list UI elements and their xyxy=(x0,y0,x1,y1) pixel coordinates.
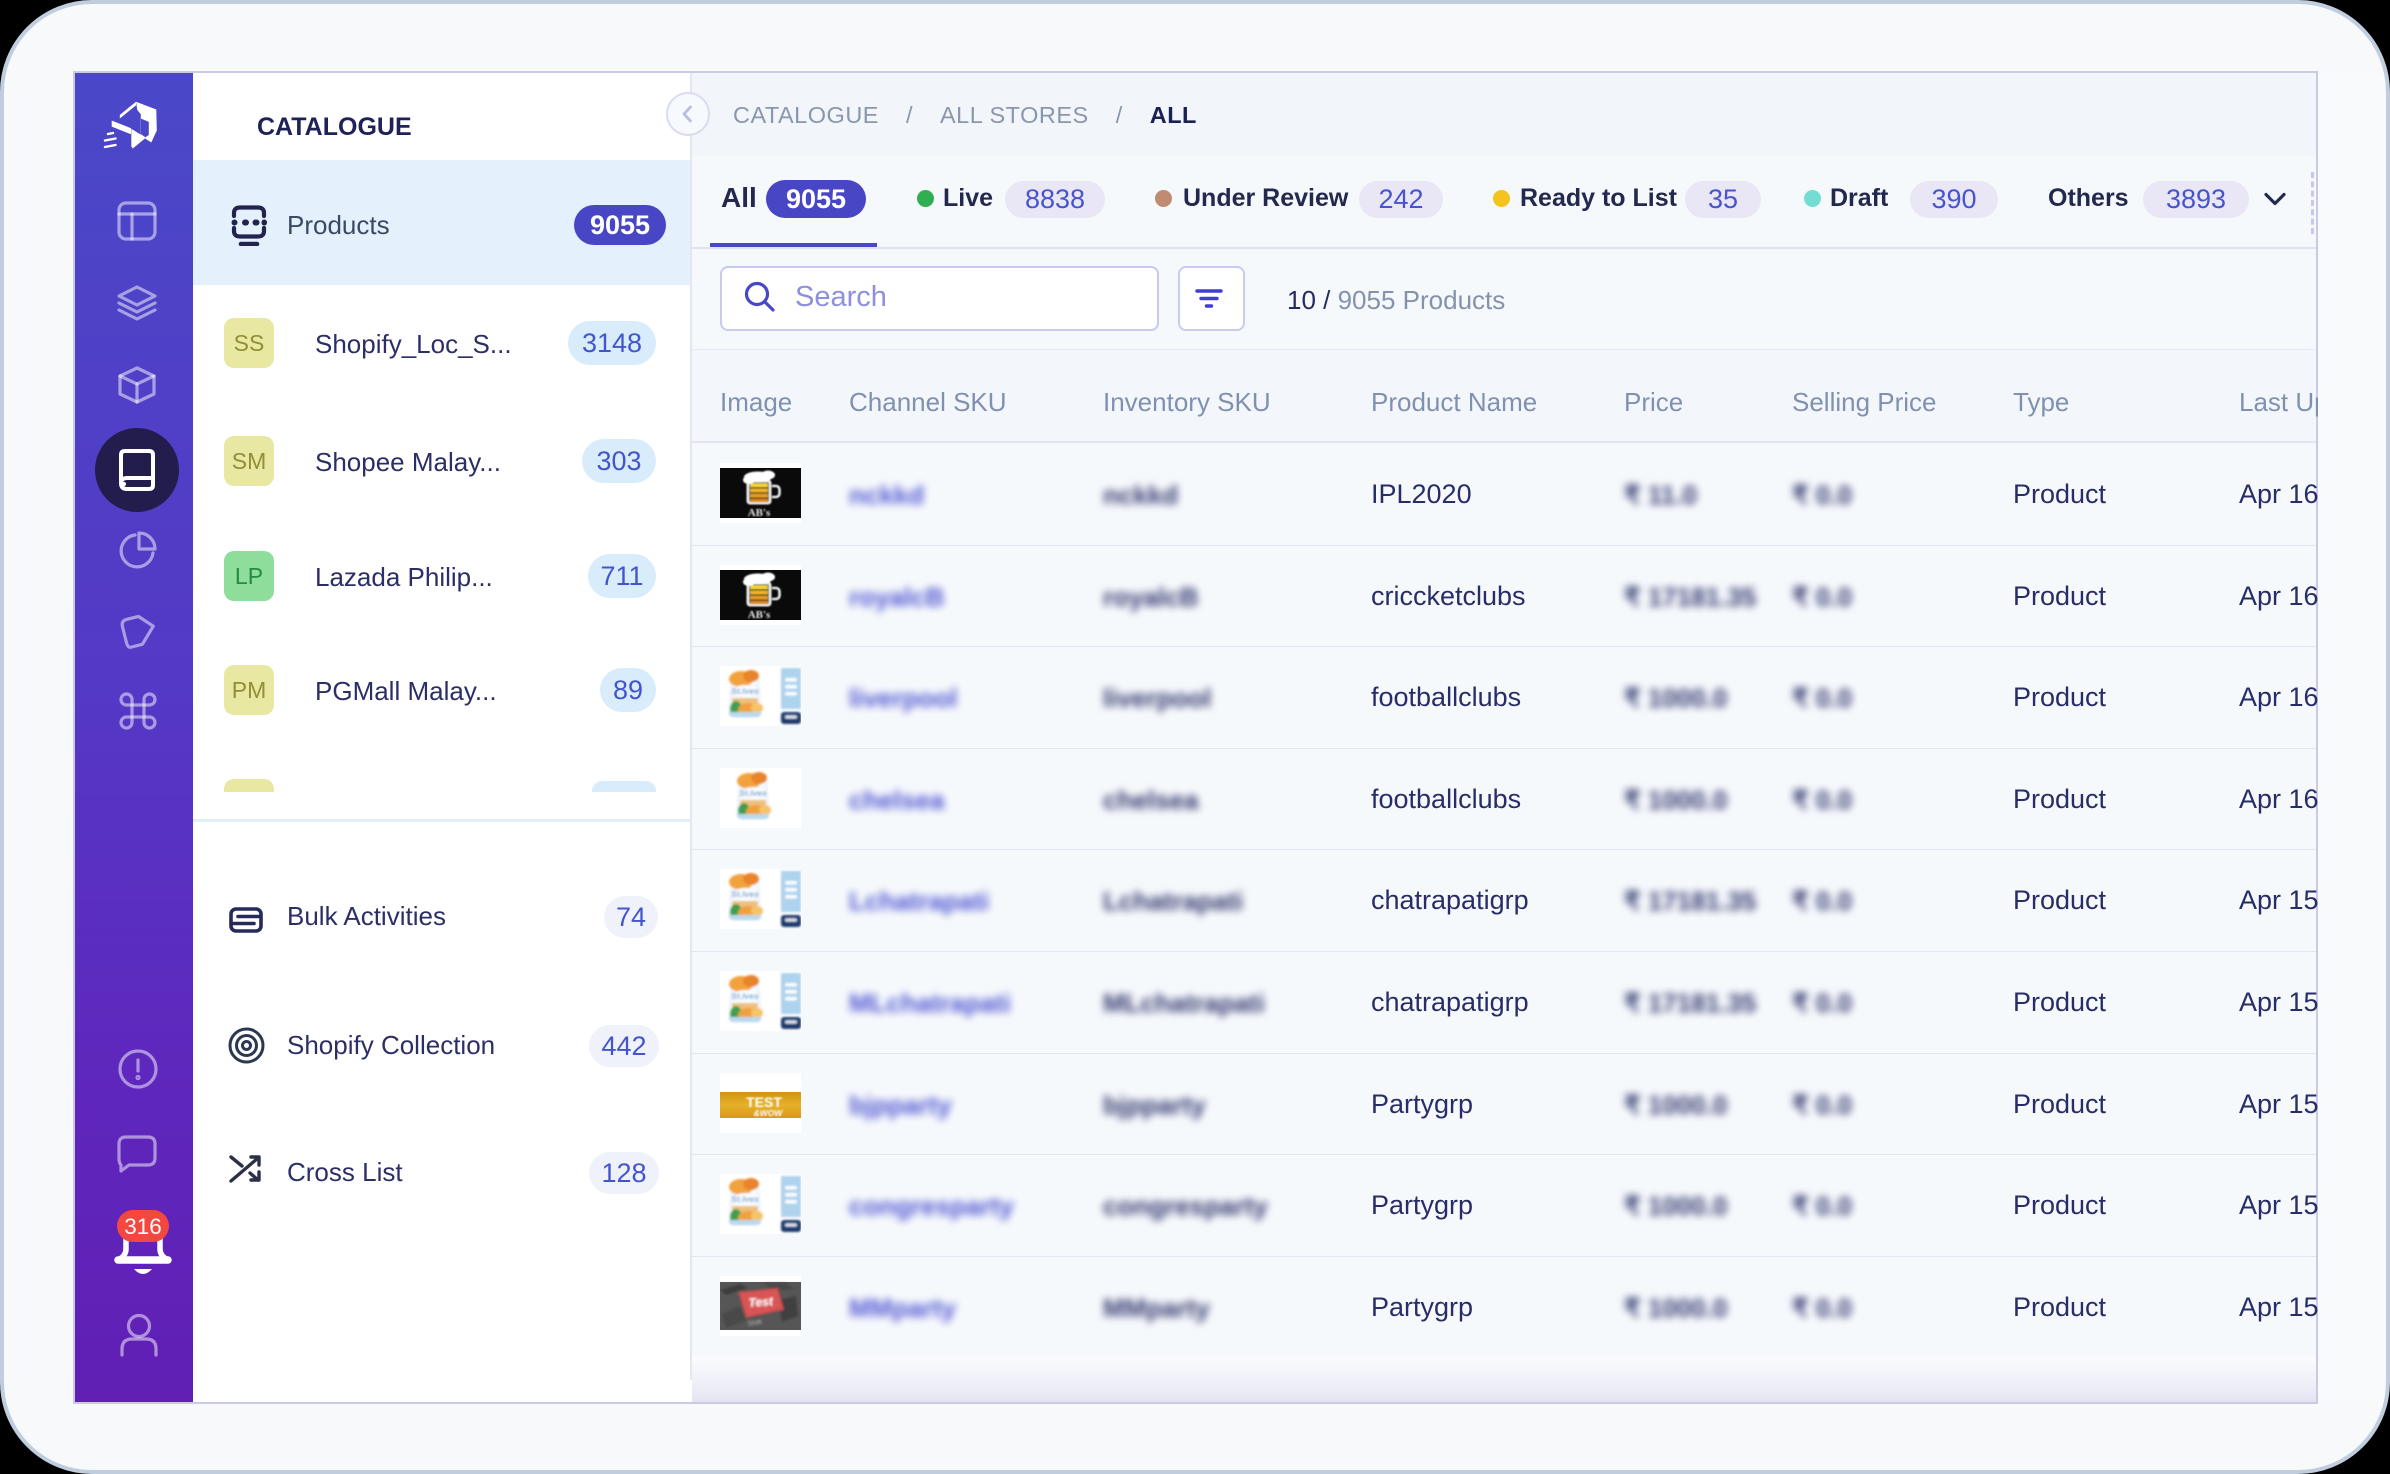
svg-text:St.Ives: St.Ives xyxy=(731,991,759,1001)
svg-text:&WOW: &WOW xyxy=(754,1108,784,1118)
svg-text:St.Ives: St.Ives xyxy=(731,686,759,696)
svg-text:316: 316 xyxy=(124,1214,162,1239)
svg-text:Shift: Shift xyxy=(747,1319,762,1328)
svg-text:TEST: TEST xyxy=(746,1094,782,1110)
svg-text:St.Ives: St.Ives xyxy=(731,1194,759,1204)
svg-text:Test: Test xyxy=(748,1294,774,1310)
svg-text:St.Ives: St.Ives xyxy=(731,889,759,899)
svg-text:St.Ives: St.Ives xyxy=(739,788,767,798)
svg-text:AB's: AB's xyxy=(748,609,771,621)
svg-text:AB's: AB's xyxy=(748,507,771,519)
